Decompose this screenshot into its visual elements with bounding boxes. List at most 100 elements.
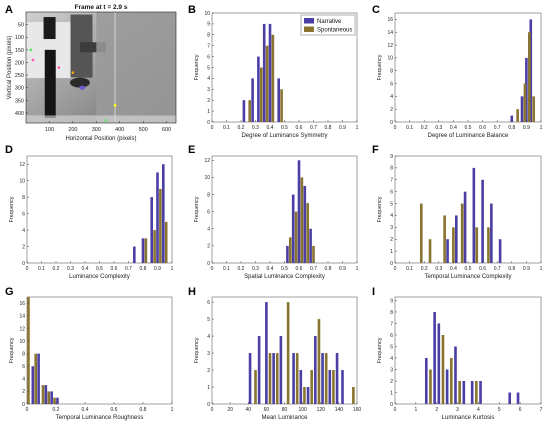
- chart-f-xtick-label-0: 0: [394, 266, 397, 272]
- chart-g-xtick-label-5: 1: [171, 407, 174, 413]
- chart-h-bar-0-2: [265, 302, 268, 404]
- chart-h-ylabel: Frequency: [194, 337, 200, 363]
- fridge-shape: [96, 12, 176, 123]
- chart-d-ylabel: Frequency: [9, 196, 15, 222]
- chart-b-ytick-label-3: 3: [207, 87, 210, 93]
- chart-f-bar-1-6: [487, 227, 490, 263]
- chart-f-bar-0-3: [472, 167, 476, 263]
- chart-e-xtick-label-8: 0.8: [325, 266, 332, 272]
- chart-e-bar-0-3: [303, 185, 307, 263]
- chart-h-xtick-label-6: 120: [317, 407, 326, 413]
- chart-f-bar-1-1: [428, 239, 432, 263]
- chart-f-bar-1-5: [475, 227, 479, 263]
- chart-f-bar-0-2: [463, 191, 467, 263]
- chart-d-ytick-label-2: 4: [22, 228, 25, 234]
- chart-g-xtick-label-1: 0.2: [53, 407, 60, 413]
- chart-i-bar-1-1: [441, 334, 445, 404]
- chart-f-ytick-label-4: 4: [390, 213, 393, 219]
- chart-d-xlabel: Luminance Complexity: [69, 274, 130, 280]
- chart-h-bar-0-10: [328, 370, 332, 404]
- chart-e-xtick-label-9: 0.9: [339, 266, 346, 272]
- chart-i-bar-0-0: [424, 357, 428, 404]
- chart-c-xlabel: Degree of Luminance Balance: [428, 133, 509, 139]
- chart-i-bar-0-7: [479, 380, 482, 404]
- panel-letter-e: E: [188, 144, 196, 156]
- chart-e-bar-0-4: [309, 228, 312, 263]
- chart-i-bar-1-2: [450, 357, 453, 404]
- chart-h-bar-1-3: [286, 302, 290, 404]
- chart-g-ytick-label-5: 10: [19, 339, 25, 345]
- chart-b-ytick-label-7: 7: [207, 44, 210, 50]
- chart-c-ytick-label-5: 10: [387, 56, 393, 62]
- chart-c-axes-box: [394, 12, 542, 123]
- chart-f-ytick-label-7: 7: [390, 178, 393, 184]
- chart-c-bar-1-3: [532, 96, 536, 122]
- chart-f-xtick-label-3: 0.3: [435, 266, 442, 272]
- chart-h-xlabel: Mean Luminance: [261, 415, 308, 421]
- chart-g-bar-0-0: [31, 366, 35, 404]
- chart-h-bar-1-10: [352, 387, 355, 404]
- chart-d-xtick-label-2: 0.2: [53, 266, 60, 272]
- chart-e-bar-0-2: [297, 160, 301, 263]
- chart-i-xtick-label-6: 6: [519, 407, 522, 413]
- chart-h-bar-0-12: [341, 370, 344, 404]
- frame-ytick-label-5: 300: [15, 86, 24, 92]
- chart-i-bar-1-0: [429, 369, 432, 404]
- chart-e-bar-1-0: [288, 237, 292, 263]
- chart-h-ytick-label-6: 6: [207, 300, 210, 306]
- gaze-point-1: [31, 58, 35, 62]
- chart-e-bar-0-1: [291, 194, 295, 263]
- chart-c-xtick-label-7: 0.7: [494, 125, 501, 131]
- frame-ytick-label-3: 200: [15, 60, 24, 66]
- chart-f-axes-box: [394, 155, 542, 264]
- chart-d-xtick-label-7: 0.7: [125, 266, 132, 272]
- gaze-point-4: [113, 104, 117, 107]
- gaze-point-3: [71, 71, 75, 74]
- panel-letter-a: A: [5, 4, 13, 16]
- panel-letter-g: G: [5, 286, 14, 298]
- frame-ytick-label-1: 100: [15, 35, 24, 41]
- chart-b-xtick-label-2: 0.2: [238, 125, 245, 131]
- chart-e-ytick-label-5: 10: [204, 175, 210, 181]
- chart-f-ytick-label-6: 6: [390, 189, 393, 195]
- chart-h-bar-1-7: [317, 319, 321, 404]
- legend-box: [300, 14, 356, 36]
- chart-d-ytick-label-0: 0: [22, 261, 25, 267]
- frame-xtick-label-3: 400: [115, 127, 124, 133]
- frame-xtick-label-0: 100: [45, 127, 54, 133]
- chart-h-bar-0-5: [292, 353, 295, 404]
- chart-d-xtick-label-3: 0.3: [67, 266, 74, 272]
- chart-b-ylabel: Frequency: [194, 54, 200, 80]
- chart-d-xtick-label-0: 0: [26, 266, 29, 272]
- chart-h-bar-1-2: [275, 353, 279, 404]
- chart-e-bar-1-3: [306, 203, 310, 263]
- chart-e-xtick-label-7: 0.7: [310, 266, 317, 272]
- chart-b-xtick-label-7: 0.7: [310, 125, 317, 131]
- chart-f-xtick-label-8: 0.8: [508, 266, 515, 272]
- chart-b-ytick-label-8: 8: [207, 33, 210, 39]
- frame-ytick-label-2: 150: [15, 48, 24, 54]
- stove-shape: [79, 42, 106, 53]
- chart-f-xtick-label-10: 1: [540, 266, 543, 272]
- chart-d-axes-box: [26, 155, 173, 264]
- chart-d-bar-0-1: [141, 238, 145, 263]
- chart-c-bar-0-1: [520, 96, 524, 122]
- chart-h-xtick-label-5: 100: [298, 407, 307, 413]
- chart-i-bar-0-2: [437, 323, 441, 404]
- chart-i-ytick-label-0: 0: [390, 402, 393, 408]
- chart-b-bar-0-3: [262, 23, 266, 122]
- chart-g-xtick-label-4: 0.8: [140, 407, 147, 413]
- chart-f-ytick-label-9: 9: [390, 154, 393, 160]
- chart-h-bar-0-11: [335, 353, 339, 404]
- chart-c-bar-1-0: [516, 109, 519, 122]
- panel-letter-h: H: [188, 286, 196, 298]
- chart-c-xtick-label-2: 0.2: [421, 125, 428, 131]
- chart-e-axes-box: [211, 155, 358, 264]
- chart-i-xlabel: Luminance Kurtosis: [442, 415, 495, 421]
- chart-b-bar-0-0: [242, 100, 246, 122]
- chart-i-ytick-label-3: 3: [390, 367, 393, 373]
- dog-shape: [69, 77, 90, 88]
- panel-letter-b: B: [188, 4, 196, 16]
- chart-c-ylabel: Frequency: [377, 54, 383, 80]
